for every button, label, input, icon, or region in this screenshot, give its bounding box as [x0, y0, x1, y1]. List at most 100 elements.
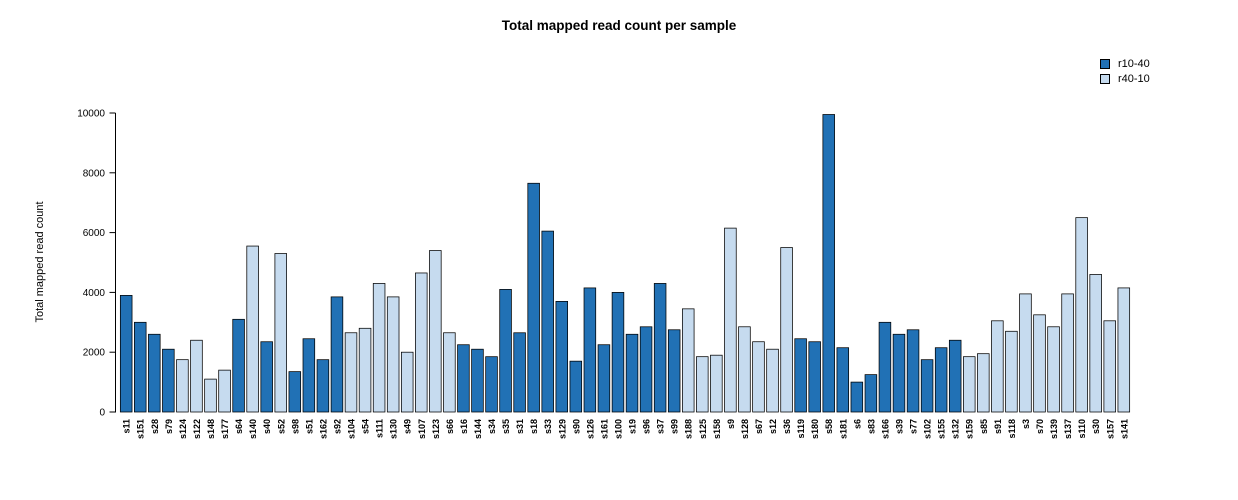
x-tick-label: s151 — [136, 419, 146, 439]
x-tick-label: s98 — [290, 419, 300, 434]
legend-item-r10-40: r10-40 — [1100, 58, 1150, 70]
x-tick-label: s33 — [543, 419, 553, 434]
bar-s130 — [386, 296, 400, 413]
y-tick-label: 2000 — [83, 348, 106, 359]
x-tick-label: s99 — [670, 419, 680, 434]
x-tick-label: s54 — [361, 419, 371, 434]
bar-s83 — [864, 374, 878, 413]
legend-swatch-r10-40 — [1100, 59, 1110, 69]
legend-label-r40-10: r40-10 — [1118, 73, 1150, 85]
x-tick-label: s141 — [1119, 419, 1129, 439]
bar-s49 — [400, 351, 414, 413]
legend-item-r40-10: r40-10 — [1100, 73, 1150, 85]
x-tick-label: s52 — [276, 419, 286, 434]
bar-s104 — [344, 332, 358, 413]
legend-swatch-r40-10 — [1100, 74, 1110, 84]
x-tick-label: s188 — [684, 419, 694, 439]
x-tick-label: s125 — [698, 419, 708, 439]
x-tick-label: s77 — [909, 419, 919, 434]
x-tick-label: s39 — [894, 419, 904, 434]
y-tick-label: 10000 — [77, 109, 105, 120]
legend: r10-40 r40-10 — [1100, 58, 1150, 88]
bar-s132 — [948, 339, 962, 413]
x-tick-label: s36 — [782, 419, 792, 434]
bar-s90 — [569, 360, 583, 413]
x-tick-label: s28 — [150, 419, 160, 434]
bar-s37 — [653, 283, 667, 413]
x-tick-label: s161 — [599, 419, 609, 439]
bar-s3 — [1019, 293, 1032, 413]
bar-s99 — [667, 329, 681, 413]
x-tick-label: s19 — [628, 419, 638, 434]
bar-s35 — [499, 289, 512, 413]
x-tick-label: s92 — [332, 419, 342, 434]
bar-s123 — [429, 250, 442, 413]
bar-s28 — [148, 333, 161, 413]
bar-s151 — [134, 321, 147, 413]
bar-s19 — [625, 333, 639, 413]
bar-s126 — [583, 287, 597, 413]
bar-s159 — [963, 356, 976, 413]
bar-s39 — [892, 333, 906, 413]
bar-s52 — [274, 253, 287, 413]
x-tick-label: s119 — [796, 419, 806, 439]
x-tick-label: s130 — [389, 419, 399, 439]
x-tick-label: s18 — [529, 419, 539, 434]
x-tick-label: s128 — [740, 419, 750, 439]
x-tick-label: s155 — [937, 419, 947, 439]
x-tick-label: s91 — [993, 419, 1003, 434]
bar-s148 — [204, 378, 217, 413]
x-tick-label: s70 — [1035, 419, 1045, 434]
bar-s36 — [780, 247, 793, 413]
bar-s129 — [555, 300, 569, 413]
x-tick-label: s132 — [951, 419, 961, 439]
bar-s141 — [1117, 287, 1131, 413]
bar-s162 — [316, 359, 330, 413]
x-tick-label: s140 — [248, 419, 258, 439]
bar-s128 — [738, 326, 751, 413]
x-tick-label: s139 — [1049, 419, 1059, 439]
x-tick-label: s181 — [838, 419, 848, 439]
x-tick-label: s35 — [501, 419, 511, 434]
x-tick-label: s9 — [726, 419, 736, 429]
y-tick-label: 6000 — [83, 228, 106, 239]
bar-s110 — [1075, 217, 1088, 413]
y-tick-label: 4000 — [83, 288, 106, 299]
x-tick-label: s158 — [712, 419, 722, 439]
bar-s96 — [639, 326, 653, 413]
x-tick-label: s3 — [1021, 419, 1031, 429]
x-tick-label: s100 — [613, 419, 623, 439]
x-tick-label: s66 — [445, 419, 455, 434]
bar-s139 — [1047, 326, 1060, 413]
bar-s16 — [457, 344, 470, 413]
x-tick-label: s162 — [318, 419, 328, 439]
x-tick-label: s122 — [192, 419, 202, 439]
x-tick-label: s90 — [571, 419, 581, 434]
bar-s51 — [302, 338, 316, 413]
bar-s85 — [977, 353, 990, 413]
bar-s102 — [920, 359, 934, 413]
legend-label-r10-40: r10-40 — [1118, 58, 1150, 70]
x-tick-label: s79 — [164, 419, 174, 434]
x-tick-label: s110 — [1077, 419, 1087, 439]
x-tick-label: s107 — [417, 419, 427, 439]
x-tick-label: s85 — [979, 419, 989, 434]
bar-s33 — [541, 230, 554, 413]
bar-s64 — [232, 318, 245, 413]
bar-s30 — [1089, 274, 1102, 413]
y-tick-label: 0 — [99, 408, 105, 419]
bar-s91 — [991, 320, 1004, 413]
bar-s40 — [260, 341, 273, 413]
bar-s70 — [1033, 314, 1046, 413]
x-tick-label: s166 — [880, 419, 890, 439]
x-tick-label: s177 — [220, 419, 230, 439]
x-tick-label: s126 — [585, 419, 595, 439]
bar-s11 — [119, 295, 133, 413]
x-tick-label: s30 — [1091, 419, 1101, 434]
x-tick-label: s124 — [178, 419, 188, 439]
x-tick-label: s118 — [1007, 419, 1017, 439]
x-tick-label: s102 — [923, 419, 933, 439]
bar-s100 — [611, 292, 625, 413]
bar-s66 — [443, 332, 456, 413]
